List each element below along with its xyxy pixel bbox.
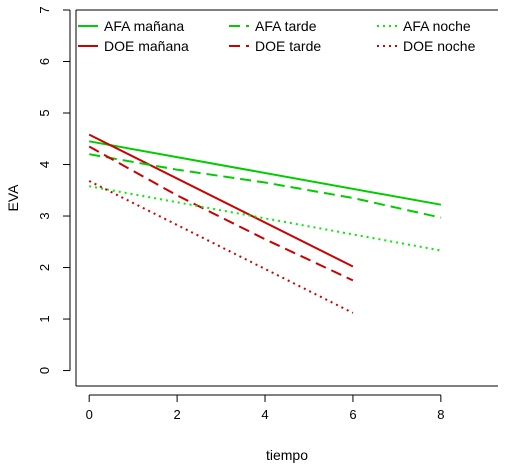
y-tick-label: 5 — [37, 109, 52, 116]
series-line-doe-noche — [88, 180, 354, 314]
x-axis: 0 2 4 6 8 — [86, 394, 444, 422]
legend-label: DOE noche — [403, 38, 476, 54]
x-tick-label: 2 — [173, 407, 180, 422]
x-axis-title: tiempo — [266, 447, 308, 463]
x-tick-label: 6 — [349, 407, 356, 422]
y-tick-label: 7 — [37, 6, 52, 13]
legend: AFA mañana DOE mañana AFA tarde DOE tarde AF… — [78, 18, 476, 54]
y-axis-title: EVA — [5, 184, 21, 212]
plot-area — [75, 9, 498, 387]
series-line-doe-tarde — [88, 145, 354, 282]
y-tick-label: 1 — [37, 315, 52, 322]
series-layer — [88, 133, 442, 314]
y-tick-label: 0 — [37, 367, 52, 374]
series-line-afa-tarde — [89, 153, 442, 219]
legend-label: AFA noche — [403, 18, 471, 34]
legend-label: DOE mañana — [104, 38, 189, 54]
y-tick-label: 4 — [37, 161, 52, 168]
y-tick-label: 6 — [37, 58, 52, 65]
legend-label: DOE tarde — [255, 38, 321, 54]
y-axis: 0 1 2 3 4 5 6 7 — [37, 6, 71, 374]
y-tick-label: 2 — [37, 264, 52, 271]
x-tick-label: 4 — [261, 407, 268, 422]
series-line-afa-mañana — [89, 140, 442, 206]
x-tick-label: 0 — [86, 407, 93, 422]
y-tick-label: 3 — [37, 212, 52, 219]
x-tick-label: 8 — [437, 407, 444, 422]
legend-label: AFA tarde — [255, 18, 317, 34]
series-line-doe-mañana — [88, 133, 354, 268]
legend-label: AFA mañana — [104, 18, 184, 34]
